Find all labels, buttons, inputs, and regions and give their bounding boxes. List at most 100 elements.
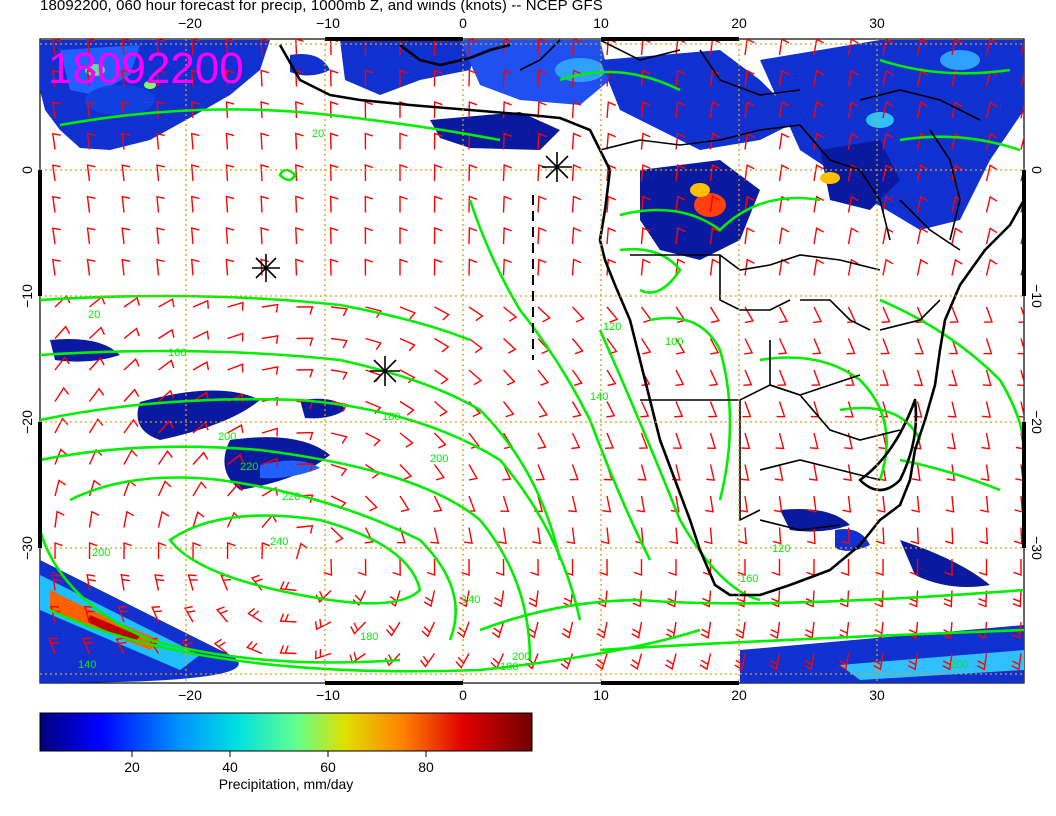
wind-barb [983,306,993,323]
wind-barb [54,542,63,560]
wind-barb [769,653,781,671]
wind-barb [54,325,71,339]
wind-barb [571,369,583,386]
lat-tick-left: −30 [19,536,35,560]
wind-barb [192,451,209,465]
wind-barb [158,359,175,371]
country-borders [519,39,981,531]
wind-barb [154,574,165,591]
colorbar-tick-label: 80 [418,759,434,775]
wind-barb [778,101,790,119]
wind-barb [985,227,998,245]
wind-barb [261,486,279,497]
contour-label: 200 [430,453,448,465]
wind-barb [771,559,781,576]
wind-barb [468,258,478,276]
wind-barb [156,195,165,213]
wind-barb [778,69,790,87]
wind-barb [778,306,789,324]
wind-barb [537,369,550,386]
wind-barb [847,39,859,56]
wind-barb [430,527,440,544]
wind-barb [121,69,131,87]
wind-barb [352,590,367,607]
contour-label: 240 [270,536,288,548]
wind-barb [192,299,209,309]
wind-barb [157,449,173,465]
wind-barb [434,306,450,321]
wind-barb [571,226,582,245]
wind-barb [600,527,610,545]
wind-barb [737,559,746,576]
wind-barb [606,195,616,213]
wind-barb [537,132,547,150]
wind-barb [537,226,547,245]
wind-barb [537,39,547,56]
wind-barb [843,464,853,482]
lon-tick-top: 10 [593,15,609,31]
lon-tick-bottom: −10 [316,687,340,703]
wind-barb [121,227,131,245]
wind-barb [606,306,619,323]
contour-label: 160 [740,573,758,585]
wind-barb [709,195,721,213]
wind-barb [844,401,854,418]
contour-label: 140 [590,391,608,403]
frame-ticks [38,37,1026,685]
wind-barb [907,653,919,671]
wind-barb [399,164,408,181]
storm-marker [252,254,280,282]
wind-barb [813,195,825,213]
wind-barb [365,306,383,319]
wind-barb [89,326,106,340]
wind-barb [350,621,367,635]
contour-label: 20 [88,309,100,321]
wind-barb [246,640,263,655]
wind-barb [296,337,314,347]
wind-barb [225,227,235,245]
wind-barb [734,653,746,671]
wind-barb [528,590,539,608]
wind-barb [158,298,175,308]
wind-barb [571,338,584,355]
wind-barb [192,542,201,560]
wind-barb [86,258,96,276]
wind-barb [847,258,859,276]
wind-barb [323,558,333,576]
wind-barb [916,227,929,245]
wind-barb [329,227,339,245]
contour-label: 200 [950,659,968,671]
wind-barb [225,39,235,56]
wind-barb [812,338,822,355]
wind-barb [423,590,436,608]
wind-barb [187,574,198,591]
wind-barb [192,330,210,340]
wind-barb [778,338,788,355]
wind-barb [156,69,165,87]
wind-barb [502,132,512,150]
wind-barb [502,69,512,87]
wind-barb [675,227,686,245]
wind-barb [157,542,167,560]
wind-barb [744,164,755,182]
wind-barb [329,101,339,119]
wind-barb [876,527,885,545]
wind-barb [51,164,61,182]
wind-barb [461,558,470,576]
wind-barb [571,306,585,323]
coastlines [278,43,1024,597]
wind-barb [741,432,751,450]
wind-barb [225,101,235,119]
wind-barb [225,132,235,150]
wind-barb [468,195,478,213]
wind-barb [571,163,582,182]
wind-barb [675,101,686,119]
wind-barb [51,69,61,87]
wind-barb [51,132,61,150]
wind-barb [329,258,339,276]
wind-barb [595,653,608,670]
wind-barb [776,401,786,418]
wind-barb [951,258,963,276]
wind-barb [803,653,815,671]
wind-barb [633,559,643,576]
